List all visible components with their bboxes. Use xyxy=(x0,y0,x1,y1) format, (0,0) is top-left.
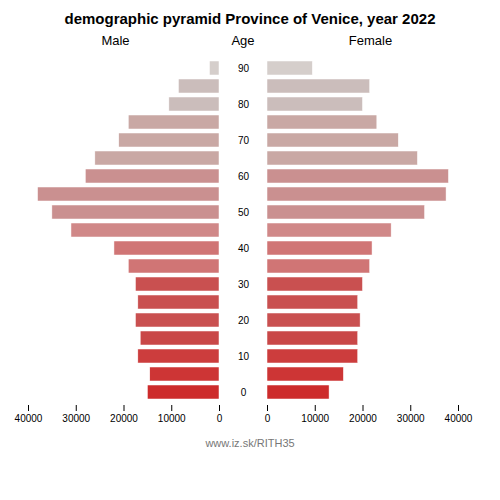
svg-text:20: 20 xyxy=(238,315,250,326)
svg-text:70: 70 xyxy=(238,135,250,146)
svg-text:80: 80 xyxy=(238,99,250,110)
svg-text:10000: 10000 xyxy=(301,413,329,424)
svg-text:0: 0 xyxy=(217,413,223,424)
html-text:Female: Female xyxy=(348,33,393,48)
svg-text:30: 30 xyxy=(238,279,250,290)
svg-text:10000: 10000 xyxy=(158,413,186,424)
html-text:Male: Male xyxy=(101,33,130,48)
svg-text:40000: 40000 xyxy=(445,413,473,424)
svg-text:60: 60 xyxy=(238,171,250,182)
svg-text:90: 90 xyxy=(238,63,250,74)
svg-text:0: 0 xyxy=(265,413,271,424)
html-text:www.iz.sk/RITH35: www.iz.sk/RITH35 xyxy=(205,437,295,449)
svg-text:10: 10 xyxy=(238,351,250,362)
svg-text:40000: 40000 xyxy=(15,413,43,424)
svg-text:20000: 20000 xyxy=(110,413,138,424)
svg-text:20000: 20000 xyxy=(349,413,377,424)
svg-text:0: 0 xyxy=(241,387,247,398)
svg-text:40: 40 xyxy=(238,243,250,254)
svg-text:50: 50 xyxy=(238,207,250,218)
html-text:Age: Age xyxy=(231,33,255,48)
html-text:demographic pyramid Province o: demographic pyramid Province of Venice, … xyxy=(64,10,436,27)
svg-text:30000: 30000 xyxy=(62,413,90,424)
svg-text:30000: 30000 xyxy=(397,413,425,424)
